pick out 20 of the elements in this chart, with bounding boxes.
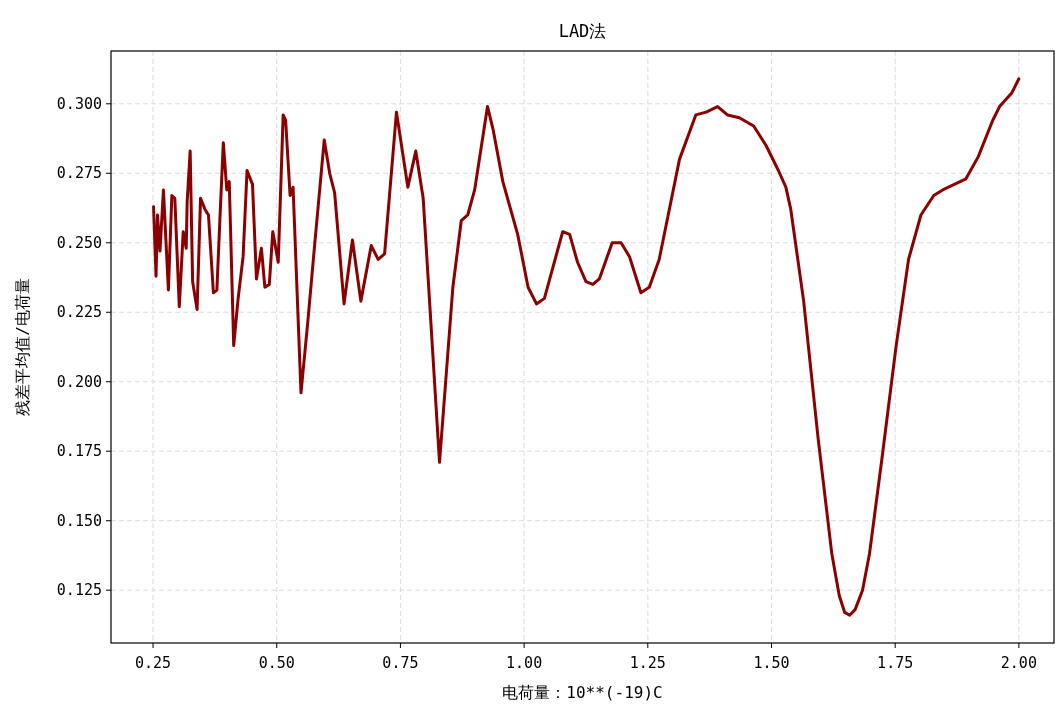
x-tick-label: 2.00: [1000, 654, 1037, 672]
y-axis-title: 残差平均值/电荷量: [13, 278, 32, 416]
y-tick-label: 0.275: [56, 164, 102, 183]
y-tick-label: 0.125: [56, 581, 102, 600]
x-tick-label: 1.75: [877, 654, 914, 672]
x-tick-label: 1.00: [506, 654, 543, 672]
x-tick-label: 1.50: [753, 654, 790, 672]
y-tick-label: 0.175: [56, 442, 102, 461]
y-tick-label: 0.200: [56, 372, 102, 391]
x-tick-label: 0.75: [382, 654, 419, 672]
x-tick-label: 0.50: [258, 654, 295, 672]
x-axis-title: 电荷量：10**(-19)C: [502, 683, 663, 702]
y-tick-label: 0.250: [56, 233, 102, 252]
x-tick-label: 0.25: [134, 654, 172, 672]
y-tick-label: 0.150: [56, 511, 102, 530]
line-series: [152, 77, 1021, 617]
chart-title: LAD法: [558, 21, 607, 41]
y-tick-label: 0.225: [56, 303, 102, 322]
y-tick-label: 0.300: [56, 94, 102, 113]
x-tick-label: 1.25: [629, 654, 666, 672]
